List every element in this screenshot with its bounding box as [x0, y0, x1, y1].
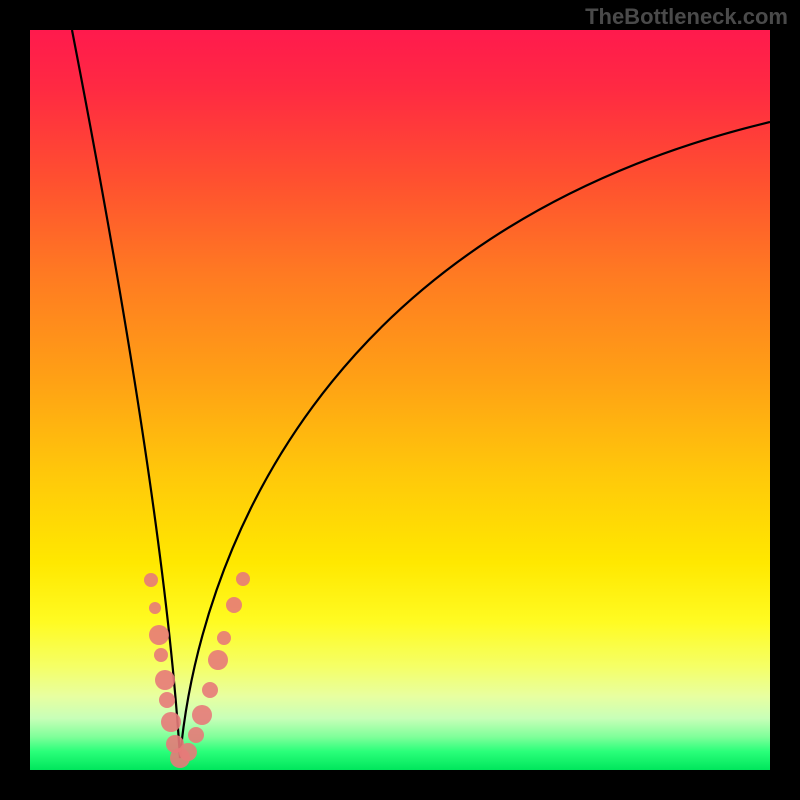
bottleneck-chart: TheBottleneck.com [0, 0, 800, 800]
data-point [188, 727, 204, 743]
data-point [226, 597, 242, 613]
data-point [236, 572, 250, 586]
data-point [217, 631, 231, 645]
data-point [208, 650, 228, 670]
data-point [149, 625, 169, 645]
data-point [192, 705, 212, 725]
data-point [161, 712, 181, 732]
data-point [179, 743, 197, 761]
data-point [149, 602, 161, 614]
chart-svg [0, 0, 800, 800]
data-point [155, 670, 175, 690]
watermark-text: TheBottleneck.com [585, 4, 788, 30]
data-point [159, 692, 175, 708]
data-point [202, 682, 218, 698]
data-point [144, 573, 158, 587]
data-point [154, 648, 168, 662]
